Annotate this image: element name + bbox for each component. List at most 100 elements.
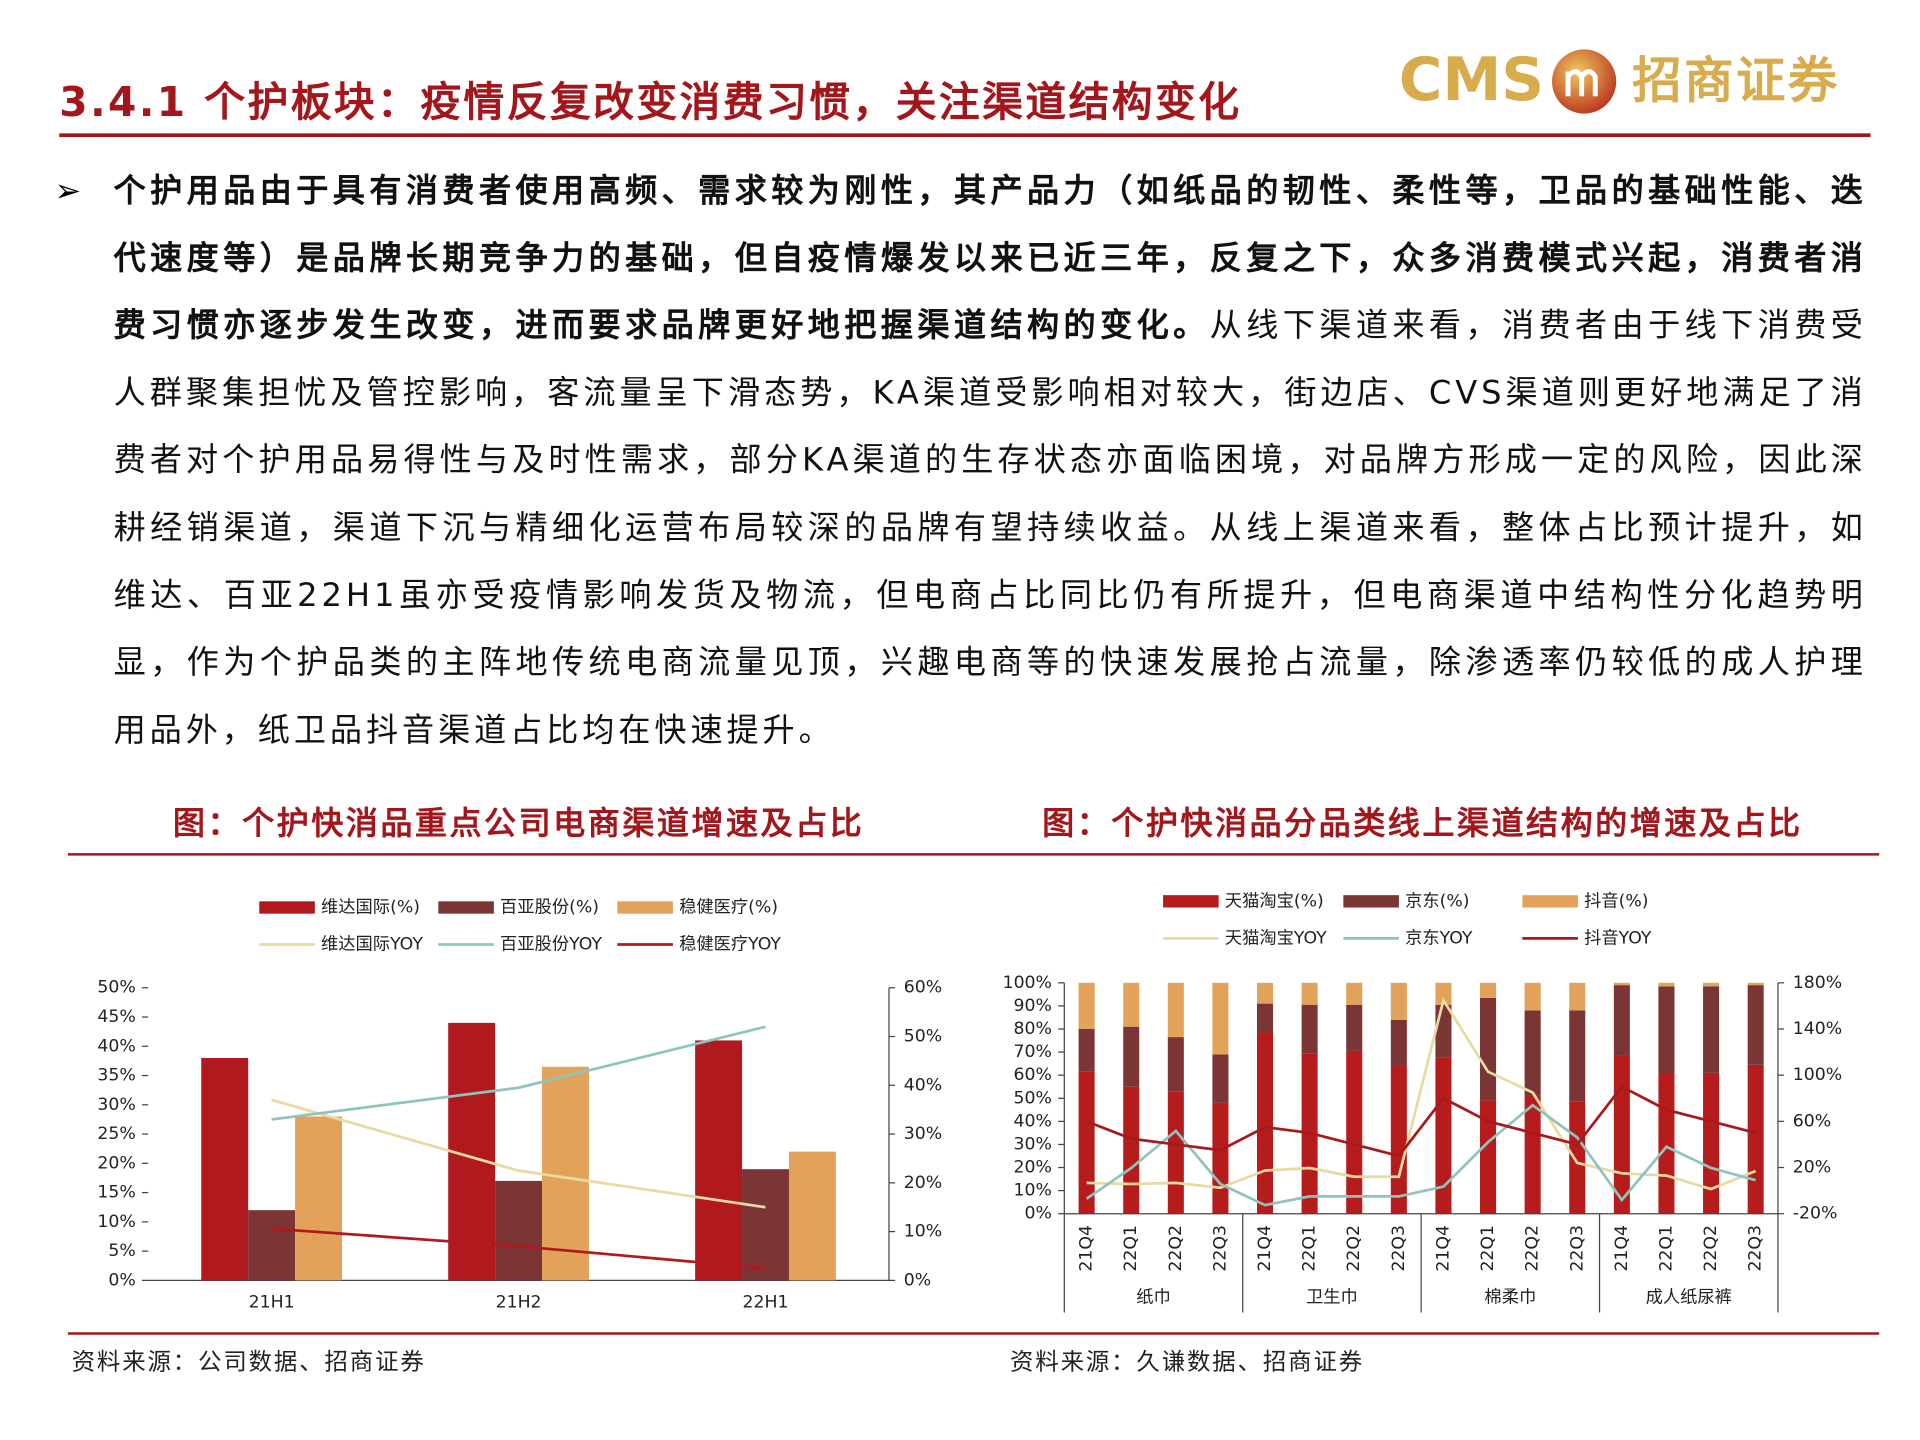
bar-segment [1613,982,1630,986]
bar-segment [1212,1102,1229,1214]
chart-title: 图：个护快消品重点公司电商渠道增速及占比 [173,804,864,842]
line-series [1085,1103,1757,1207]
y2-tick-label: 180% [1793,973,1842,993]
bar-segment [1257,982,1274,1004]
x-tick-label: 21Q4 [1255,1225,1275,1272]
logo-icon-mark [1565,69,1598,97]
x-tick-label: 22Q2 [1523,1225,1543,1272]
x-tick-label: 22Q2 [1166,1225,1186,1272]
bar-segment [1078,1028,1095,1072]
y2-tick-label: 60% [1793,1111,1831,1131]
bar-segment [1167,1037,1184,1092]
bar-segment [1480,997,1497,1101]
bar-segment [1480,982,1497,998]
header-rule [59,133,1871,138]
bar-segment [1257,1032,1274,1214]
y-tick-label: 10% [97,1212,135,1232]
bar-segment [1524,1095,1541,1214]
bold-text: 个护用品由于具有消费者使用高频、需求较为刚性，其产品力（如纸品的韧性、柔性等，卫… [113,172,1867,345]
bar-segment [1078,1071,1095,1214]
bar-segment [1078,982,1095,1029]
bar-segment [1301,982,1318,1005]
x-tick-label: 22H1 [743,1293,789,1313]
bar-segment [1569,1010,1586,1102]
y2-tick-label: 20% [904,1173,942,1193]
y-tick-label: 5% [108,1241,135,1261]
y-tick-label: 40% [1014,1111,1052,1131]
group-label: 棉柔巾 [1484,1288,1536,1308]
legend-label: 抖音YOY [1584,928,1652,948]
bar-segment [1390,1019,1407,1066]
bar-segment [1346,1050,1363,1214]
y2-tick-label: 0% [904,1270,931,1290]
legend-label: 稳健医疗(%) [679,898,778,918]
bar-segment [1123,1026,1140,1087]
body-text: 从线下渠道来看，消费者由于线下消费受人群聚集担忧及管控影响，客流量呈下滑态势，K… [113,307,1867,750]
x-tick-label: 21Q4 [1433,1225,1453,1272]
bar-segment [1747,1064,1764,1214]
bar-segment [1390,1065,1407,1214]
legend-label: 抖音(%) [1584,891,1648,911]
group-label: 成人纸尿裤 [1646,1288,1732,1308]
y-tick-label: 0% [108,1270,135,1290]
y2-tick-label: 40% [904,1075,942,1095]
bar-segment [1524,1010,1541,1096]
bar-segment [1703,1072,1720,1214]
x-tick-label: 22Q1 [1300,1225,1320,1272]
legend-label: 京东(%) [1405,891,1469,911]
legend-swatch [259,901,315,914]
bar-segment [1167,1091,1184,1214]
bar-segment [1703,982,1720,987]
legend-label: 百亚股份(%) [500,898,599,918]
bar-segment [1658,1074,1675,1214]
bar-segment [1346,1004,1363,1051]
y-tick-label: 60% [1014,1065,1052,1085]
bar [495,1180,543,1281]
bar-segment [1569,982,1586,1011]
line-series [271,1227,766,1270]
y-tick-label: 10% [1014,1181,1052,1201]
bar-segment [1123,1086,1140,1214]
bar-segment [1747,985,1764,1065]
legend-label: 京东YOY [1405,928,1473,948]
group-label: 卫生巾 [1306,1288,1358,1308]
y2-tick-label: 100% [1793,1065,1842,1085]
legend-label: 天猫淘宝YOY [1225,928,1327,948]
legend-swatch [1163,895,1219,908]
legend-label: 维达国际YOY [321,935,423,955]
bullet: ➢ [54,172,82,210]
group-label: 纸巾 [1136,1288,1171,1308]
y-tick-label: 20% [1014,1158,1052,1178]
logo-en: CMS [1399,45,1544,114]
x-tick-label: 22Q3 [1389,1225,1409,1272]
x-tick-label: 22Q2 [1701,1225,1721,1272]
bar-segment [1747,982,1764,986]
bar-segment [1212,982,1229,1055]
legend-swatch [1522,895,1578,908]
bar [695,1040,743,1281]
bar-segment [1435,982,1452,1005]
bar-segment [1613,985,1630,1056]
y2-tick-label: 140% [1793,1019,1842,1039]
bar-segment [1658,982,1675,987]
y2-tick-label: -20% [1793,1204,1838,1224]
y2-tick-label: 60% [904,978,942,998]
bar-segment [1703,986,1720,1073]
bar-segment [1569,1101,1586,1214]
line-series [271,1098,766,1209]
x-tick-label: 22Q3 [1746,1225,1766,1272]
source-note: 资料来源：久谦数据、招商证券 [1010,1348,1364,1376]
x-tick-label: 22Q1 [1478,1225,1498,1272]
y-tick-label: 25% [97,1124,135,1144]
y-tick-label: 30% [1014,1134,1052,1154]
page-title: 3.4.1 个护板块：疫情反复改变消费习惯，关注渠道结构变化 [59,77,1242,126]
y-tick-label: 45% [97,1007,135,1027]
bar [742,1169,789,1281]
line-series [1086,1084,1757,1158]
bar-segment [1390,982,1407,1020]
y-tick-label: 30% [97,1095,135,1115]
x-tick-label: 22Q1 [1656,1225,1676,1272]
bar [542,1066,589,1281]
bar-segment [1658,986,1675,1075]
x-tick-label: 21H1 [249,1293,295,1313]
